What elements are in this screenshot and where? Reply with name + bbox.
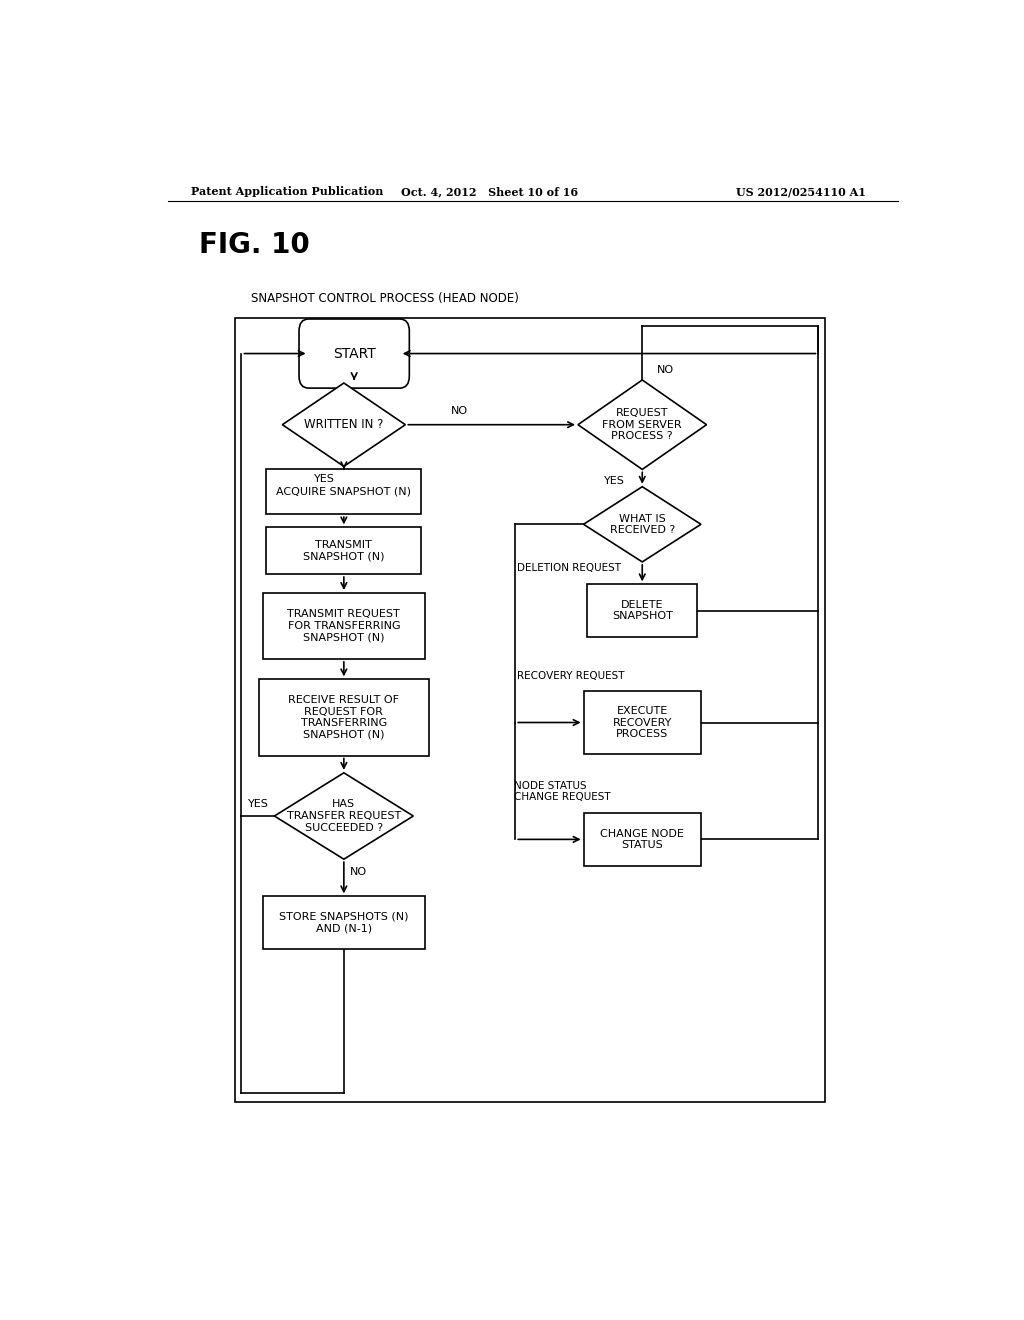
Text: HAS
TRANSFER REQUEST
SUCCEEDED ?: HAS TRANSFER REQUEST SUCCEEDED ? bbox=[287, 800, 401, 833]
Text: TRANSMIT REQUEST
FOR TRANSFERRING
SNAPSHOT (N): TRANSMIT REQUEST FOR TRANSFERRING SNAPSH… bbox=[288, 610, 400, 643]
Bar bbox=[262, 593, 425, 659]
Polygon shape bbox=[283, 383, 406, 466]
Bar bbox=[584, 690, 701, 754]
Text: NO: NO bbox=[656, 364, 674, 375]
Text: TRANSMIT
SNAPSHOT (N): TRANSMIT SNAPSHOT (N) bbox=[303, 540, 385, 561]
Bar bbox=[584, 813, 701, 866]
FancyBboxPatch shape bbox=[299, 319, 410, 388]
Text: SNAPSHOT CONTROL PROCESS (HEAD NODE): SNAPSHOT CONTROL PROCESS (HEAD NODE) bbox=[251, 292, 519, 305]
Text: ACQUIRE SNAPSHOT (N): ACQUIRE SNAPSHOT (N) bbox=[276, 487, 412, 496]
Bar bbox=[236, 318, 824, 1102]
Text: Oct. 4, 2012   Sheet 10 of 16: Oct. 4, 2012 Sheet 10 of 16 bbox=[400, 186, 578, 198]
Text: Patent Application Publication: Patent Application Publication bbox=[191, 186, 384, 198]
Bar bbox=[258, 680, 429, 755]
Text: NO: NO bbox=[452, 407, 468, 417]
Text: START: START bbox=[333, 347, 376, 360]
Bar bbox=[266, 470, 421, 515]
Bar bbox=[588, 585, 697, 638]
Text: NO: NO bbox=[349, 867, 367, 876]
Text: RECEIVE RESULT OF
REQUEST FOR
TRANSFERRING
SNAPSHOT (N): RECEIVE RESULT OF REQUEST FOR TRANSFERRI… bbox=[289, 696, 399, 739]
Text: YES: YES bbox=[313, 474, 335, 483]
Polygon shape bbox=[274, 772, 414, 859]
Bar bbox=[262, 896, 425, 949]
Text: EXECUTE
RECOVERY
PROCESS: EXECUTE RECOVERY PROCESS bbox=[612, 706, 672, 739]
Text: RECOVERY REQUEST: RECOVERY REQUEST bbox=[517, 671, 625, 681]
Text: YES: YES bbox=[604, 475, 625, 486]
Text: DELETE
SNAPSHOT: DELETE SNAPSHOT bbox=[611, 599, 673, 622]
Text: STORE SNAPSHOTS (N)
AND (N-1): STORE SNAPSHOTS (N) AND (N-1) bbox=[280, 912, 409, 933]
Text: FIG. 10: FIG. 10 bbox=[200, 231, 310, 259]
Text: YES: YES bbox=[248, 799, 268, 809]
Text: CHANGE NODE
STATUS: CHANGE NODE STATUS bbox=[600, 829, 684, 850]
Text: DELETION REQUEST: DELETION REQUEST bbox=[517, 564, 621, 573]
Polygon shape bbox=[578, 380, 707, 470]
Text: WHAT IS
RECEIVED ?: WHAT IS RECEIVED ? bbox=[609, 513, 675, 535]
Text: REQUEST
FROM SERVER
PROCESS ?: REQUEST FROM SERVER PROCESS ? bbox=[602, 408, 682, 441]
Polygon shape bbox=[584, 487, 701, 562]
Text: NODE STATUS
CHANGE REQUEST: NODE STATUS CHANGE REQUEST bbox=[514, 781, 611, 803]
Text: WRITTEN IN ?: WRITTEN IN ? bbox=[304, 418, 384, 432]
Text: US 2012/0254110 A1: US 2012/0254110 A1 bbox=[736, 186, 866, 198]
Bar bbox=[266, 528, 421, 574]
